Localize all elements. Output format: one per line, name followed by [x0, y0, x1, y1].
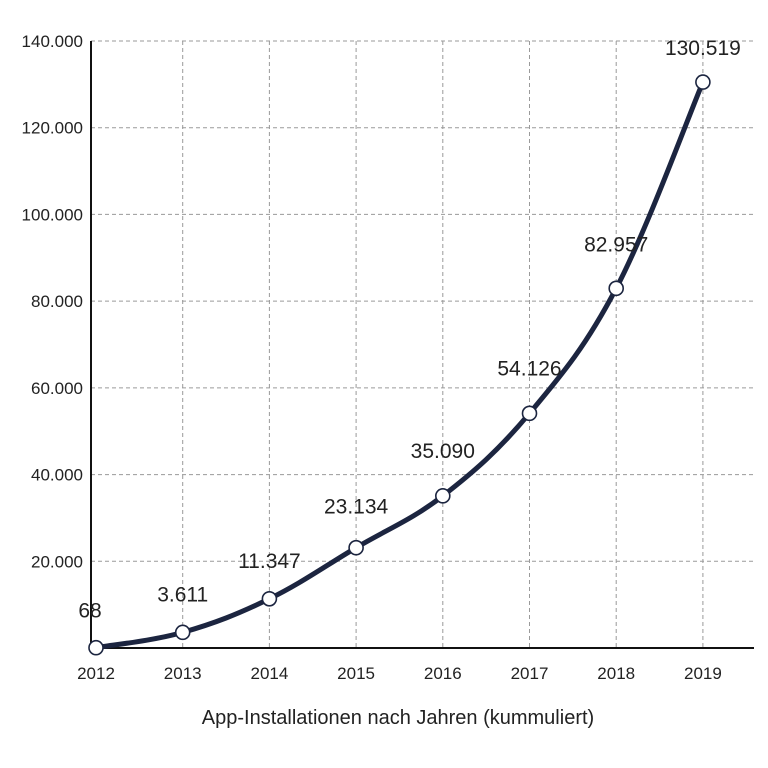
data-point: [434, 488, 451, 504]
data-point: [174, 624, 191, 641]
x-tick-label: 2014: [250, 664, 288, 683]
data-point: [608, 280, 625, 297]
data-label: 35.090: [411, 440, 475, 463]
x-tick-labels: 2012 2013 2014 2015 2016 2017 2018 2019: [77, 664, 722, 683]
y-tick-label: 60.000: [31, 379, 83, 398]
y-tick-labels: 20.000 40.000 60.000 80.000 100.000 120.000 14…: [22, 32, 83, 571]
x-tick-label: 2018: [597, 664, 635, 683]
data-label: 130.519: [665, 37, 741, 60]
y-tick-label: 40.000: [31, 466, 83, 485]
data-label: 11.347: [238, 550, 301, 573]
series-layer: [88, 74, 711, 656]
x-tick-label: 2015: [337, 664, 375, 683]
x-tick-label: 2012: [77, 664, 115, 683]
data-label: 82.957: [584, 233, 648, 256]
data-point: [521, 405, 538, 422]
data-labels: 68 3.611 11.347 23.134 35.090 54.126 82.957 130…: [78, 37, 741, 623]
x-axis-title: App-Installationen nach Jahren (kummulie…: [202, 707, 594, 729]
data-label: 3.611: [157, 583, 208, 606]
data-point: [695, 74, 711, 90]
x-tick-label: 2019: [684, 664, 722, 683]
series-line: [93, 79, 706, 651]
y-tick-label: 80.000: [31, 292, 83, 311]
data-label: 23.134: [324, 496, 389, 519]
data-point: [261, 591, 278, 607]
data-point: [88, 639, 104, 656]
x-tick-label: 2017: [511, 664, 549, 683]
y-tick-label: 20.000: [31, 552, 83, 571]
data-label: 54.126: [497, 357, 561, 380]
x-tick-label: 2016: [424, 664, 462, 683]
y-tick-label: 120.000: [22, 119, 83, 138]
x-tick-label: 2013: [164, 664, 202, 683]
axis-layer: [90, 41, 754, 649]
y-tick-label: 140.000: [22, 32, 83, 51]
grid-layer: [91, 40, 754, 648]
data-label: 68: [78, 600, 101, 623]
y-tick-label: 100.000: [22, 205, 83, 224]
data-point: [348, 539, 364, 556]
